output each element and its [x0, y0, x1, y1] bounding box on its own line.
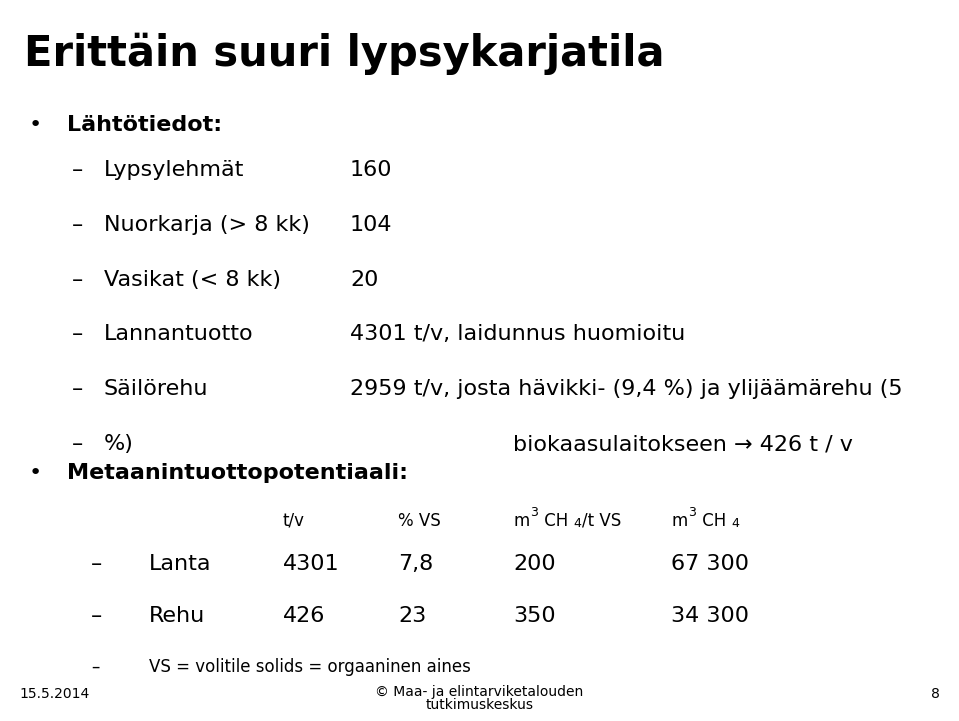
Text: Säilörehu: Säilörehu — [104, 379, 208, 399]
Text: Lypsylehmät: Lypsylehmät — [104, 160, 244, 180]
Text: –: – — [91, 658, 100, 676]
Text: –: – — [72, 270, 83, 290]
Text: /t VS: /t VS — [582, 512, 621, 530]
Text: Rehu: Rehu — [149, 606, 205, 626]
Text: 350: 350 — [513, 606, 555, 626]
Text: 160: 160 — [350, 160, 392, 180]
Text: © Maa- ja elintarviketalouden: © Maa- ja elintarviketalouden — [375, 686, 584, 699]
Text: Lanta: Lanta — [149, 554, 211, 574]
Text: 67 300: 67 300 — [671, 554, 749, 574]
Text: % VS: % VS — [398, 512, 441, 530]
Text: 23: 23 — [398, 606, 426, 626]
Text: •: • — [29, 115, 42, 136]
Text: 15.5.2014: 15.5.2014 — [19, 687, 89, 701]
Text: •: • — [29, 463, 42, 483]
Text: –: – — [91, 554, 103, 574]
Text: Nuorkarja (> 8 kk): Nuorkarja (> 8 kk) — [104, 215, 310, 235]
Text: CH: CH — [539, 512, 569, 530]
Text: CH: CH — [697, 512, 727, 530]
Text: –: – — [91, 606, 103, 626]
Text: 3: 3 — [530, 506, 538, 519]
Text: 4301: 4301 — [283, 554, 339, 574]
Text: –: – — [72, 215, 83, 235]
Text: Lähtötiedot:: Lähtötiedot: — [67, 115, 222, 136]
Text: –: – — [72, 434, 83, 454]
Text: %): %) — [104, 434, 133, 454]
Text: 2959 t/v, josta hävikki- (9,4 %) ja ylijäämärehu (5: 2959 t/v, josta hävikki- (9,4 %) ja ylij… — [350, 379, 902, 399]
Text: 104: 104 — [350, 215, 392, 235]
Text: Lannantuotto: Lannantuotto — [104, 324, 253, 345]
Text: m: m — [671, 512, 688, 530]
Text: Metaanintuottopotentiaali:: Metaanintuottopotentiaali: — [67, 463, 409, 483]
Text: 426: 426 — [283, 606, 325, 626]
Text: 4: 4 — [732, 517, 739, 530]
Text: 200: 200 — [513, 554, 555, 574]
Text: tutkimuskeskus: tutkimuskeskus — [426, 699, 533, 712]
Text: VS = volitile solids = orgaaninen aines: VS = volitile solids = orgaaninen aines — [149, 658, 471, 676]
Text: 7,8: 7,8 — [398, 554, 433, 574]
Text: 34 300: 34 300 — [671, 606, 749, 626]
Text: Erittäin suuri lypsykarjatila: Erittäin suuri lypsykarjatila — [24, 32, 665, 75]
Text: –: – — [72, 160, 83, 180]
Text: t/v: t/v — [283, 512, 305, 530]
Text: m: m — [513, 512, 529, 530]
Text: Vasikat (< 8 kk): Vasikat (< 8 kk) — [104, 270, 281, 290]
Text: 20: 20 — [350, 270, 379, 290]
Text: 4: 4 — [573, 517, 581, 530]
Text: –: – — [72, 379, 83, 399]
Text: biokaasulaitokseen → 426 t / v: biokaasulaitokseen → 426 t / v — [513, 434, 853, 454]
Text: –: – — [72, 324, 83, 345]
Text: 3: 3 — [689, 506, 696, 519]
Text: 8: 8 — [931, 687, 940, 701]
Text: 4301 t/v, laidunnus huomioitu: 4301 t/v, laidunnus huomioitu — [350, 324, 686, 345]
